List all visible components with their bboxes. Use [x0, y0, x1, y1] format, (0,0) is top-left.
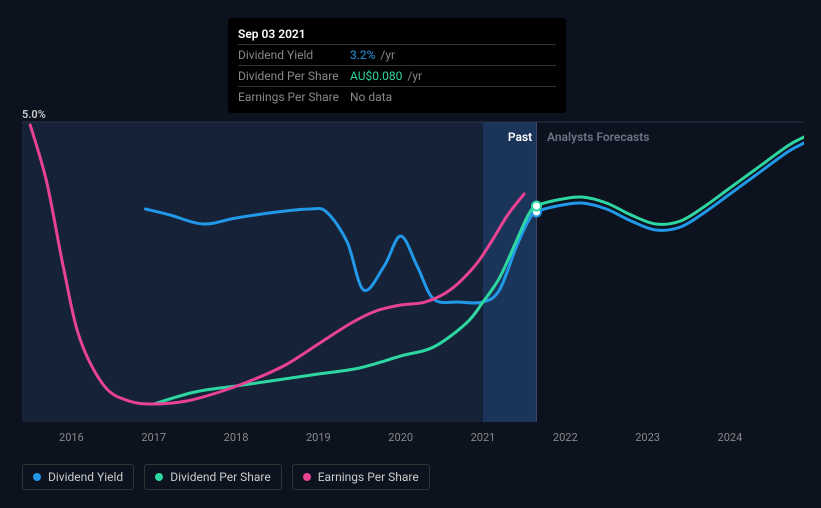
tooltip-unit: /yr — [377, 48, 395, 62]
x-tick-label: 2023 — [635, 431, 660, 444]
legend-label: Dividend Per Share — [170, 470, 271, 484]
x-tick-label: 2017 — [141, 431, 166, 444]
region-label: Analysts Forecasts — [547, 130, 649, 144]
x-tick-label: 2016 — [59, 431, 84, 444]
tooltip-value: 3.2% /yr — [350, 48, 395, 62]
x-tick-label: 2022 — [553, 431, 578, 444]
legend-item[interactable]: Dividend Per Share — [144, 464, 282, 490]
tooltip: Sep 03 2021 Dividend Yield3.2% /yrDivide… — [228, 18, 566, 113]
x-axis: 2016 2017 2018 2019 2020 2021 2022 2023 2024 — [22, 428, 804, 444]
tooltip-label: Dividend Per Share — [238, 69, 350, 83]
legend-item[interactable]: Dividend Yield — [22, 464, 134, 490]
tooltip-label: Earnings Per Share — [238, 90, 350, 104]
legend-dot — [155, 473, 163, 481]
legend-item[interactable]: Earnings Per Share — [292, 464, 430, 490]
legend-label: Earnings Per Share — [318, 470, 419, 484]
tooltip-label: Dividend Yield — [238, 48, 350, 62]
x-tick-label: 2020 — [388, 431, 413, 444]
tooltip-value: No data — [350, 90, 392, 104]
x-tick-label: 2018 — [224, 431, 249, 444]
tooltip-row: Earnings Per ShareNo data — [238, 87, 556, 107]
legend-label: Dividend Yield — [48, 470, 123, 484]
legend-dot — [303, 473, 311, 481]
series-marker — [532, 202, 541, 211]
tooltip-row: Dividend Per ShareAU$0.080 /yr — [238, 66, 556, 87]
x-tick-label: 2021 — [471, 431, 496, 444]
tooltip-row: Dividend Yield3.2% /yr — [238, 45, 556, 66]
tooltip-date: Sep 03 2021 — [238, 24, 556, 45]
chart-svg — [22, 100, 804, 424]
tooltip-value: AU$0.080 /yr — [350, 69, 422, 83]
tooltip-unit: /yr — [404, 69, 422, 83]
region-label: Past — [508, 130, 532, 144]
legend-dot — [33, 473, 41, 481]
legend: Dividend Yield Dividend Per Share Earnings… — [22, 464, 430, 490]
chart: 5.0%0% PastAnalysts Forecasts 2016201720… — [22, 100, 804, 440]
highlight-band — [483, 122, 537, 422]
x-tick-label: 2024 — [718, 431, 743, 444]
x-tick-label: 2019 — [306, 431, 331, 444]
